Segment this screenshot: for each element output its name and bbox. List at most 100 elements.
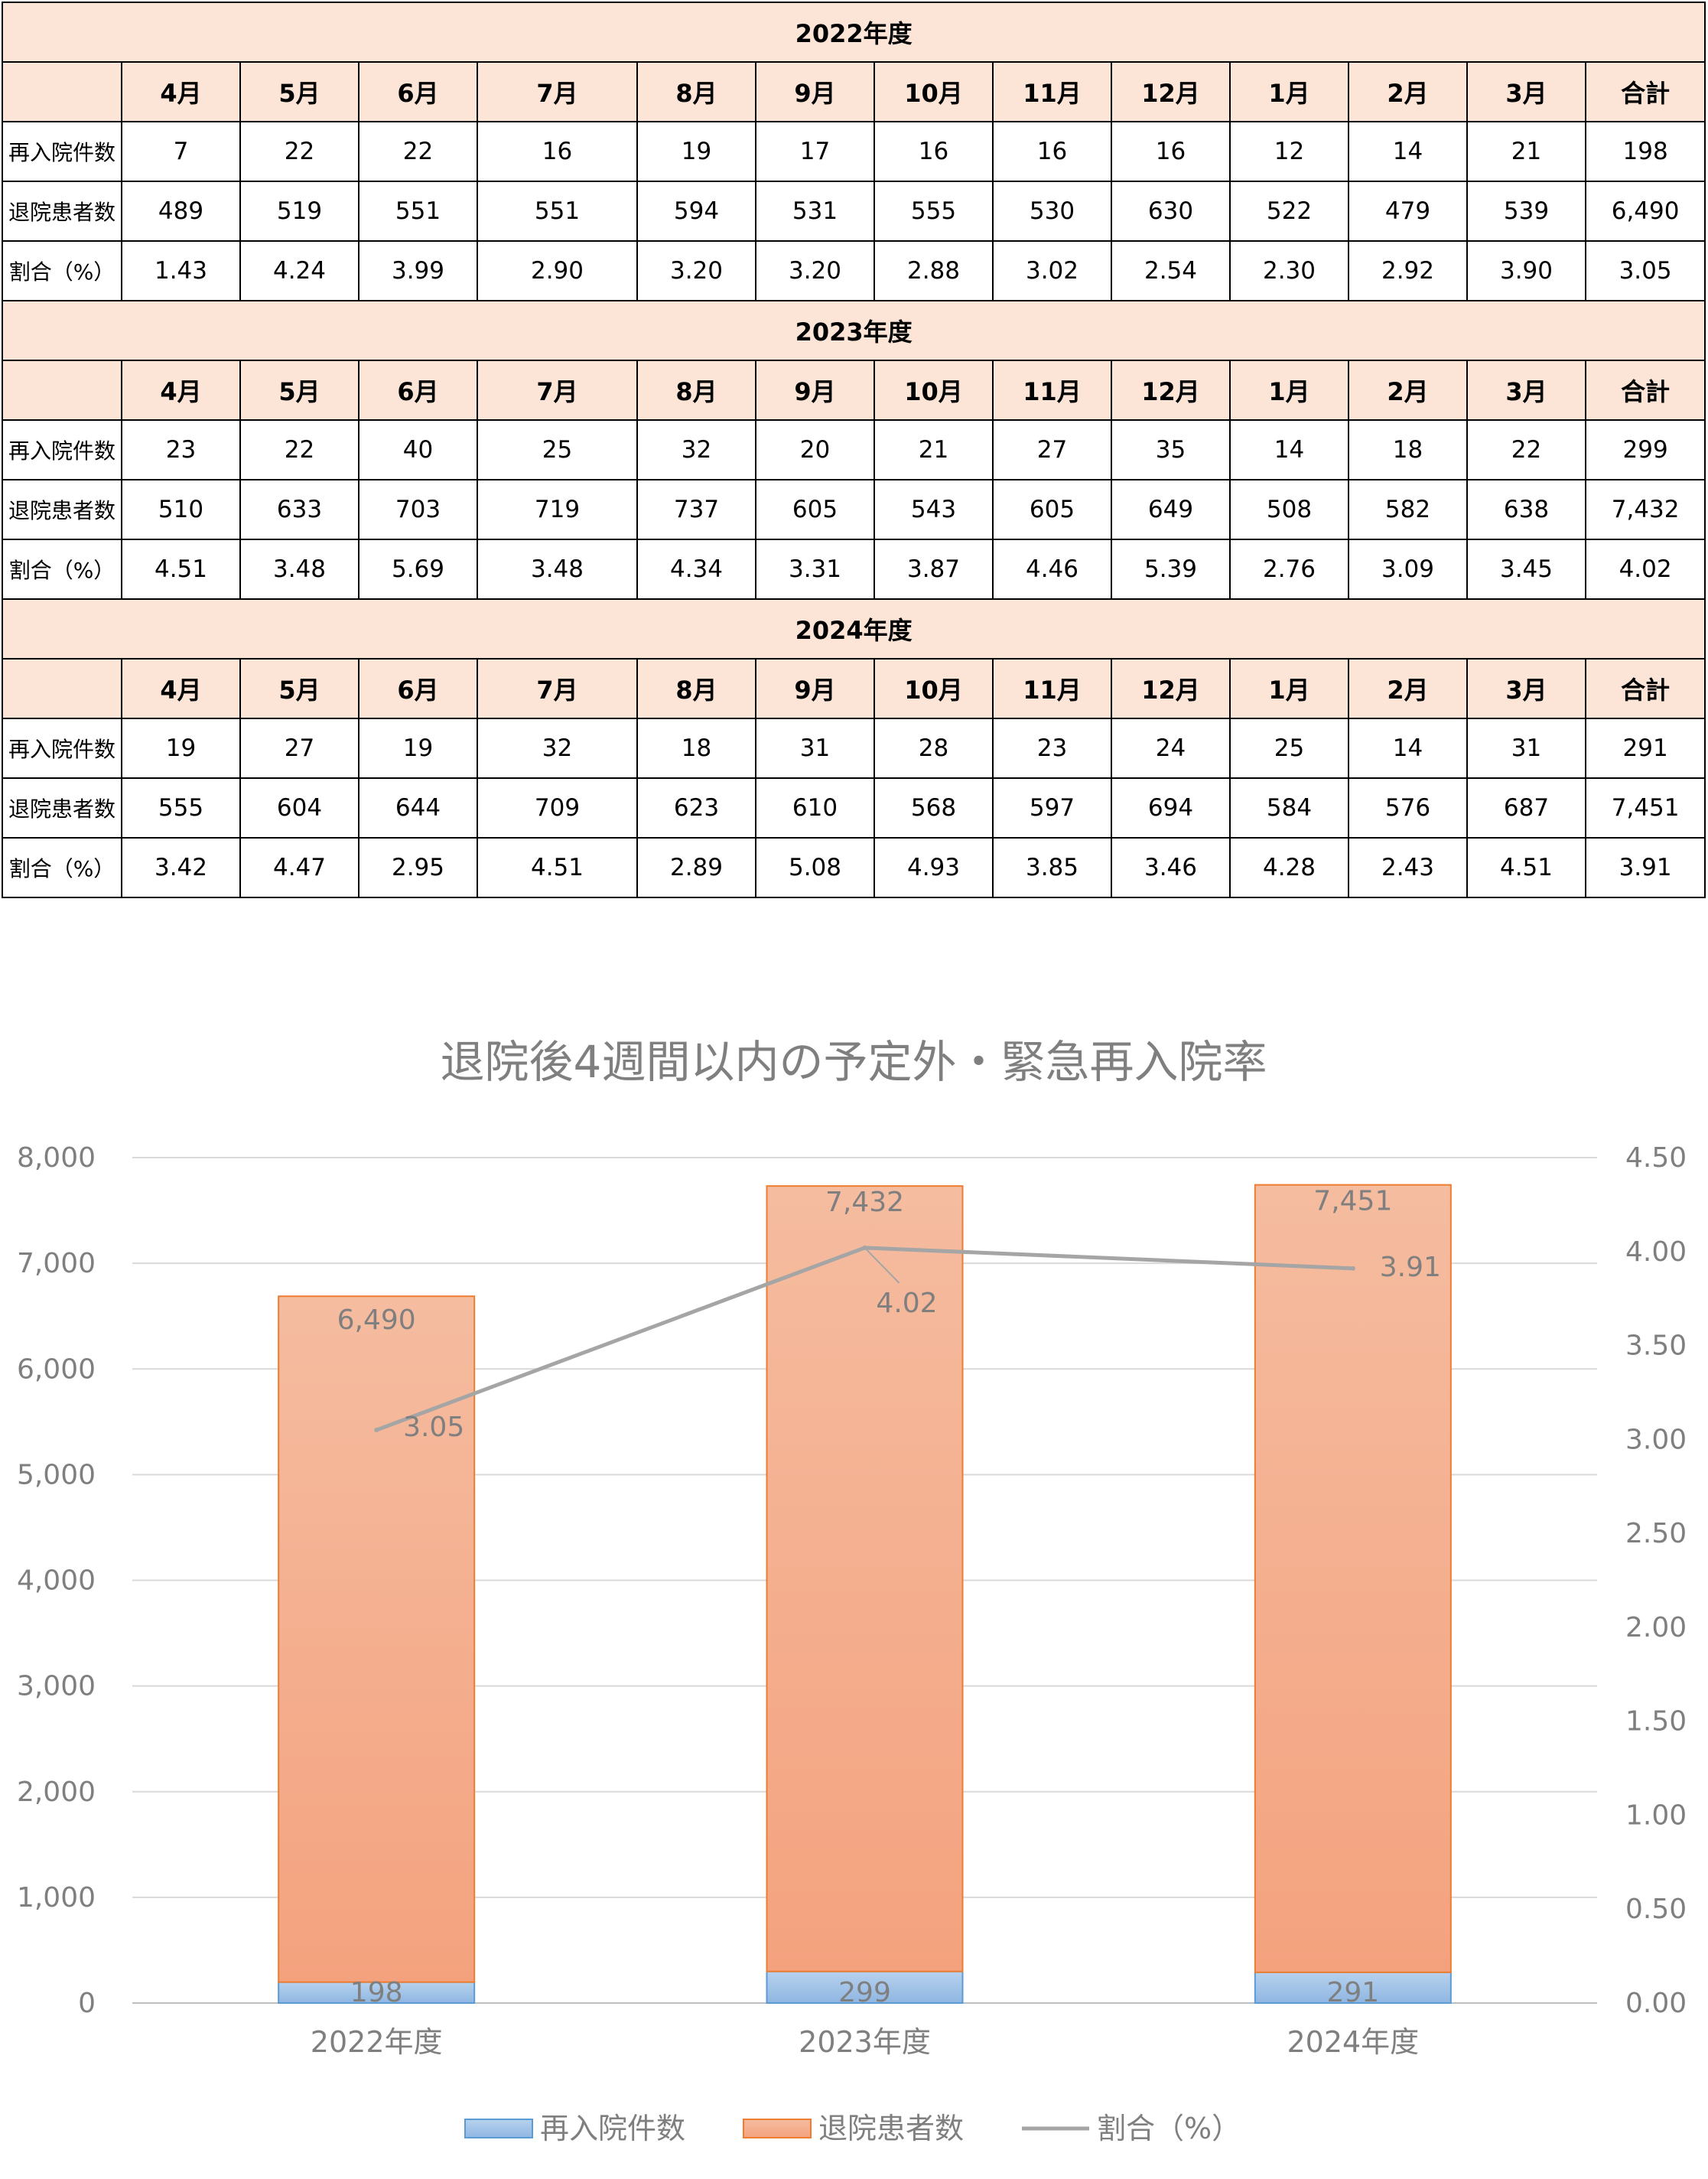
table-cell: 3.99 (358, 240, 478, 301)
table-cell: 35 (1111, 419, 1231, 480)
table-cell: 597 (992, 777, 1112, 839)
table-cell: 2.92 (1348, 240, 1468, 301)
row-label: 退院患者数 (2, 479, 122, 540)
table-cell: 719 (477, 479, 638, 540)
table-cell: 27 (992, 419, 1112, 480)
month-header: 10月 (874, 360, 994, 421)
y-left-tick-label: 0 (78, 1988, 96, 2019)
month-header: 9月 (755, 61, 875, 122)
month-header: 4月 (121, 658, 241, 719)
table-cell: 3.05 (1584, 240, 1706, 301)
x-category-label: 2022年度 (311, 2025, 443, 2059)
table-cell: 22 (239, 121, 359, 182)
month-header: 1月 (1229, 61, 1349, 122)
y-right-tick-label: 0.00 (1625, 1988, 1687, 2019)
table-cell: 543 (874, 479, 994, 540)
table-cell: 19 (121, 718, 241, 779)
y-right-tick-label: 4.00 (1625, 1236, 1687, 1268)
table-cell: 3.91 (1584, 837, 1706, 898)
row-label: 割合（%） (2, 837, 122, 898)
table-cell: 605 (755, 479, 875, 540)
table-cell: 19 (636, 121, 756, 182)
year-title: 2023年度 (1, 300, 1706, 361)
month-header: 2月 (1348, 360, 1468, 421)
y-right-tick-label: 4.50 (1625, 1142, 1687, 1174)
table-cell: 576 (1348, 777, 1468, 839)
table-cell: 551 (477, 181, 638, 242)
table-cell: 4.93 (874, 837, 994, 898)
row-label: 割合（%） (2, 539, 122, 600)
table-cell: 23 (121, 419, 241, 480)
table-cell: 19 (358, 718, 478, 779)
month-header: 11月 (992, 360, 1112, 421)
table-cell: 630 (1111, 181, 1231, 242)
table-cell: 32 (477, 718, 638, 779)
month-header: 合計 (1584, 658, 1706, 719)
month-header: 8月 (636, 61, 756, 122)
table-cell: 551 (358, 181, 478, 242)
table-cell: 5.08 (755, 837, 875, 898)
ratio-label-leader (864, 1247, 900, 1284)
ratio-point (1350, 1265, 1355, 1271)
x-category-label: 2024年度 (1287, 2025, 1419, 2059)
y-right-tick-label: 1.00 (1625, 1800, 1687, 1831)
table-cell: 508 (1229, 479, 1349, 540)
month-header: 7月 (477, 61, 638, 122)
month-header: 2月 (1348, 61, 1468, 122)
table-cell: 17 (755, 121, 875, 182)
y-right-tick-label: 0.50 (1625, 1894, 1687, 1925)
table-cell: 22 (239, 419, 359, 480)
month-header: 4月 (121, 360, 241, 421)
table-cell: 687 (1466, 777, 1586, 839)
table-cell: 3.09 (1348, 539, 1468, 600)
table-cell: 703 (358, 479, 478, 540)
table-cell: 7,432 (1584, 479, 1706, 540)
table-cell: 5.69 (358, 539, 478, 600)
table-cell: 20 (755, 419, 875, 480)
data-label-readmissions: 299 (838, 1977, 891, 2008)
table-cell: 568 (874, 777, 994, 839)
y-right-tick-label: 2.50 (1625, 1518, 1687, 1549)
table-cell: 1.43 (121, 240, 241, 301)
table-cell: 14 (1229, 419, 1349, 480)
month-header: 12月 (1111, 658, 1231, 719)
legend-swatch-readmissions (464, 2119, 533, 2138)
month-header: 3月 (1466, 658, 1586, 719)
table-cell: 5.39 (1111, 539, 1231, 600)
month-header: 11月 (992, 61, 1112, 122)
month-header: 合計 (1584, 360, 1706, 421)
table-cell: 709 (477, 777, 638, 839)
header-blank-cell (2, 658, 122, 719)
row-label: 再入院件数 (2, 718, 122, 779)
table-cell: 531 (755, 181, 875, 242)
row-label: 再入院件数 (2, 419, 122, 480)
month-header: 9月 (755, 658, 875, 719)
month-header: 7月 (477, 658, 638, 719)
month-header: 1月 (1229, 360, 1349, 421)
table-cell: 4.46 (992, 539, 1112, 600)
table-cell: 3.46 (1111, 837, 1231, 898)
table-cell: 22 (358, 121, 478, 182)
table-cell: 3.20 (636, 240, 756, 301)
y-left-tick-label: 1,000 (17, 1882, 96, 1914)
bar-discharges (1254, 1184, 1452, 1973)
table-cell: 3.48 (239, 539, 359, 600)
table-cell: 21 (1466, 121, 1586, 182)
table-cell: 539 (1466, 181, 1586, 242)
table-cell: 555 (121, 777, 241, 839)
table-cell: 4.51 (1466, 837, 1586, 898)
month-header: 7月 (477, 360, 638, 421)
table-cell: 3.90 (1466, 240, 1586, 301)
table-cell: 25 (477, 419, 638, 480)
table-cell: 638 (1466, 479, 1586, 540)
month-header: 8月 (636, 658, 756, 719)
table-cell: 16 (1111, 121, 1231, 182)
table-cell: 3.20 (755, 240, 875, 301)
month-header: 3月 (1466, 61, 1586, 122)
month-header: 10月 (874, 658, 994, 719)
month-header: 1月 (1229, 658, 1349, 719)
table-cell: 4.34 (636, 539, 756, 600)
table-cell: 2.95 (358, 837, 478, 898)
table-cell: 3.02 (992, 240, 1112, 301)
month-header: 12月 (1111, 360, 1231, 421)
